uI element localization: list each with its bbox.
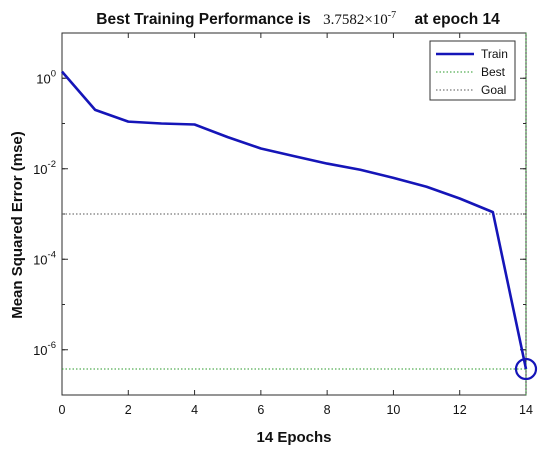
x-tick-label: 12 [453, 403, 467, 417]
chart-title: Best Training Performance is 3.7582×10-7… [96, 5, 500, 28]
legend: Train Best Goal [429, 40, 516, 101]
axis-ticks: 0 2 4 6 8 10 12 14 100 10-2 10-4 10-6 [33, 32, 533, 417]
y-tick-label: 10-2 [33, 159, 56, 177]
title-suffix: at epoch 14 [414, 11, 500, 28]
x-tick-label: 2 [125, 403, 132, 417]
title-value-exponent: -7 [388, 10, 396, 21]
x-axis-label: 14 Epochs [256, 429, 331, 446]
legend-label-best: Best [481, 65, 506, 79]
legend-label-train: Train [481, 47, 508, 61]
y-tick-label: 10-6 [33, 340, 56, 358]
x-tick-label: 14 [519, 403, 533, 417]
x-tick-label: 4 [191, 403, 198, 417]
y-tick-label: 100 [36, 68, 56, 86]
y-tick-label: 10-4 [33, 249, 56, 267]
x-tick-label: 0 [59, 403, 66, 417]
y-axis-label: Mean Squared Error (mse) [9, 131, 26, 319]
x-tick-label: 10 [386, 403, 400, 417]
title-prefix: Best Training Performance is [96, 11, 311, 28]
best-point-marker [514, 357, 538, 381]
train-series-line [61, 70, 528, 370]
title-value: 3.7582×10 [323, 12, 388, 28]
x-tick-label: 8 [324, 403, 331, 417]
legend-label-goal: Goal [481, 83, 506, 97]
series-lines [61, 33, 538, 395]
x-tick-label: 6 [257, 403, 264, 417]
